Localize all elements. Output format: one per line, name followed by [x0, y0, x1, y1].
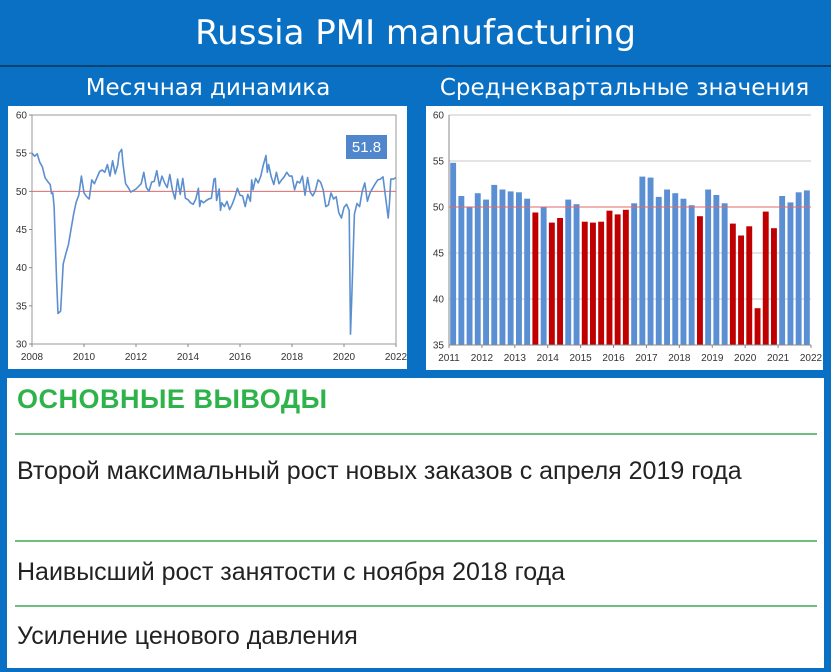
- quarter-bar: [474, 193, 481, 345]
- quarter-bar: [598, 221, 605, 345]
- y-tick-label: 40: [433, 295, 445, 306]
- right-chart-subtitle: Среднеквартальные значения: [439, 75, 810, 101]
- quarter-bar: [516, 192, 522, 345]
- x-tick-label: 2015: [570, 353, 593, 364]
- y-tick-label: 35: [16, 301, 28, 312]
- y-tick-label: 40: [16, 263, 28, 274]
- quarter-bar: [680, 198, 687, 345]
- quarter-bar: [705, 189, 712, 345]
- quarter-bar: [565, 199, 572, 345]
- quarter-bar: [754, 308, 761, 345]
- left-chart-subtitle: Месячная динамика: [85, 75, 331, 101]
- conclusions-divider: [15, 540, 817, 542]
- conclusion-item: Второй максимальный рост новых заказов с…: [17, 457, 742, 485]
- x-tick-label: 2010: [73, 352, 96, 363]
- quarter-bar: [606, 210, 613, 345]
- quarter-bar: [738, 235, 744, 345]
- quarter-bar: [672, 193, 679, 345]
- y-tick-label: 55: [433, 157, 445, 168]
- quarter-bar: [639, 176, 646, 345]
- quarter-bar: [713, 195, 720, 345]
- x-tick-label: 2017: [635, 353, 658, 364]
- monthly-chart-panel: 30 35 40 45 50 55 60 2008 2010 2012 2014 2016 2018 20…: [8, 106, 407, 369]
- quarter-bar: [581, 221, 588, 345]
- pmi-series-line: [31, 148, 397, 335]
- x-tick-label: 2021: [767, 353, 790, 364]
- quarter-bar: [614, 214, 621, 345]
- x-tick-label: 2014: [177, 352, 200, 363]
- y-tick-label: 60: [16, 111, 28, 122]
- quarter-bar: [590, 222, 596, 345]
- latest-value-label: 51.8: [352, 139, 381, 156]
- conclusions-divider: [15, 433, 817, 435]
- quarter-bar: [631, 203, 638, 345]
- y-tick-label: 30: [16, 340, 28, 351]
- conclusions-divider: [15, 605, 817, 607]
- x-tick-label: 2012: [125, 352, 148, 363]
- quarter-bar: [573, 204, 580, 345]
- x-tick-label: 2012: [471, 353, 494, 364]
- quarterly-bar-chart: 35 40 45 50 55 60 2011 2012 2013 2014 2015 2016 2017…: [433, 111, 823, 365]
- x-tick-label: 2016: [229, 352, 252, 363]
- quarter-bar: [557, 218, 563, 345]
- quarter-bar: [483, 199, 489, 345]
- x-tick-label: 2016: [602, 353, 625, 364]
- quarter-bar: [655, 196, 662, 345]
- quarter-bar: [803, 190, 810, 345]
- x-tick-label: 2022: [800, 353, 823, 364]
- conclusions-heading: ОСНОВНЫЕ ВЫВОДЫ: [17, 384, 328, 414]
- quarter-bar: [622, 209, 629, 345]
- y-tick-label: 50: [16, 187, 28, 198]
- latest-value-callout: [346, 135, 387, 159]
- quarter-bar: [499, 189, 506, 345]
- conclusion-item: Наивысший рост занятости с ноября 2018 г…: [17, 558, 566, 586]
- quarter-bar: [721, 203, 728, 345]
- x-tick-label: 2011: [438, 353, 460, 364]
- quarter-bar: [532, 212, 539, 345]
- quarter-bar: [458, 196, 465, 345]
- x-tick-label: 2008: [21, 352, 44, 363]
- x-tick-label: 2022: [385, 352, 407, 363]
- y-tick-label: 55: [16, 149, 28, 160]
- x-tick-label: 2013: [504, 353, 527, 364]
- y-tick-label: 60: [433, 111, 445, 122]
- y-tick-label: 45: [16, 225, 28, 236]
- quarter-bar: [787, 202, 794, 345]
- x-tick-label: 2018: [668, 353, 691, 364]
- quarter-bar: [524, 198, 531, 345]
- quarterly-chart-panel: 35 40 45 50 55 60 2011 2012 2013 2014 2015 2016 2017…: [426, 106, 823, 370]
- quarter-bar: [540, 207, 547, 345]
- y-tick-label: 50: [433, 203, 445, 214]
- quarter-bar: [548, 222, 555, 345]
- quarter-bar: [697, 216, 703, 345]
- x-tick-label: 2020: [333, 352, 356, 363]
- conclusion-item: Усиление ценового давления: [17, 622, 358, 650]
- quarter-bar: [507, 191, 514, 345]
- quarter-bar: [779, 196, 786, 345]
- page-title: Russia PMI manufacturing: [0, 0, 831, 65]
- quarter-bar: [729, 223, 736, 345]
- quarter-bar: [664, 189, 670, 345]
- x-tick-label: 2014: [537, 353, 560, 364]
- quarter-bar: [450, 162, 457, 345]
- quarter-bar: [795, 192, 802, 345]
- plot-area-border: [31, 114, 397, 345]
- title-divider: [0, 65, 831, 67]
- quarter-bar: [746, 226, 753, 345]
- x-tick-label: 2020: [734, 353, 757, 364]
- y-tick-label: 35: [433, 341, 445, 352]
- quarter-bar: [771, 228, 777, 345]
- conclusions-panel: ОСНОВНЫЕ ВЫВОДЫ Второй максимальный рост…: [7, 378, 824, 668]
- quarter-bar: [491, 184, 498, 345]
- quarter-bar: [688, 205, 695, 345]
- quarter-bar: [762, 211, 769, 345]
- monthly-line-chart: 30 35 40 45 50 55 60 2008 2010 2012 2014 2016 2018 20…: [16, 111, 407, 364]
- x-tick-label: 2019: [701, 353, 724, 364]
- y-tick-label: 45: [433, 249, 445, 260]
- quarter-bar: [647, 177, 654, 345]
- x-tick-label: 2018: [281, 352, 304, 363]
- quarter-bar: [466, 207, 473, 345]
